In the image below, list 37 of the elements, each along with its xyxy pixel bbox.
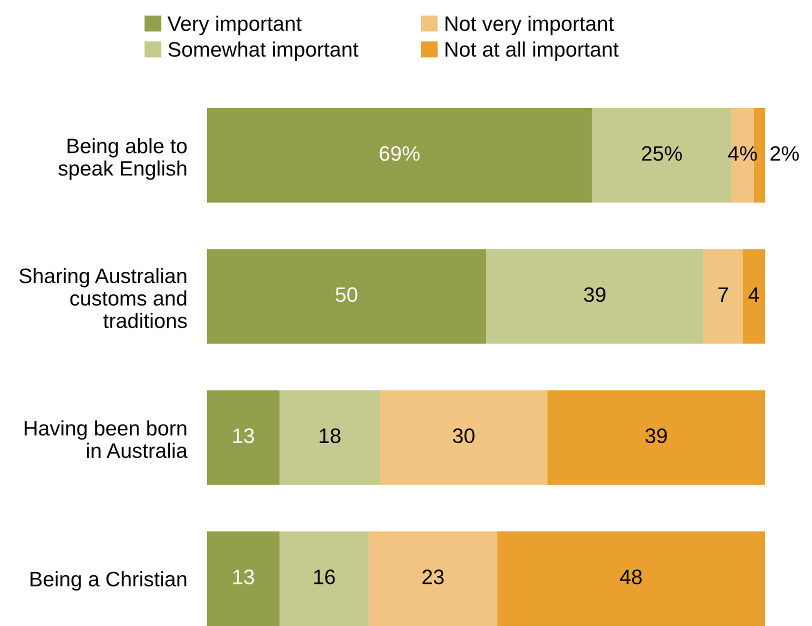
bar (497, 531, 765, 626)
data-label: 13 (233, 570, 254, 584)
data-label: 50 (336, 287, 358, 302)
y-tick-label: Sharing Australian customs and traditions (19, 268, 187, 328)
bar (742, 249, 765, 344)
data-label: 18 (320, 428, 340, 444)
bar (486, 249, 704, 344)
y-tick-label: Being able to speak English (58, 138, 187, 180)
legend-label: Not at all important (446, 42, 619, 61)
bar (280, 531, 369, 626)
data-label: 16 (314, 570, 335, 584)
bar (704, 249, 743, 344)
data-label: 2% (770, 146, 799, 161)
data-label: 13 (233, 428, 254, 444)
bar (207, 249, 486, 344)
data-label: 39 (584, 287, 606, 302)
y-tick-label: Being a Christian (30, 571, 186, 591)
bar (280, 390, 380, 485)
y-tick-label: Having been born in Australia (24, 420, 188, 458)
legend-label: Very important (168, 16, 302, 36)
data-label: 48 (620, 570, 642, 584)
bar (207, 108, 592, 203)
bar (368, 531, 498, 626)
data-label: 69% (380, 146, 420, 161)
legend-label: Somewhat important (168, 42, 358, 61)
data-label: 4 (748, 287, 760, 302)
bar (380, 390, 548, 485)
data-label: 30 (452, 428, 474, 444)
data-label: 39 (645, 428, 667, 444)
bar (207, 390, 280, 485)
data-label: 25% (642, 146, 682, 161)
data-label: 4% (728, 146, 757, 161)
data-label: 23 (422, 570, 444, 584)
data-label: 7 (718, 287, 728, 302)
legend-label: Not very important (446, 16, 614, 36)
bar (207, 531, 280, 626)
bar (547, 390, 765, 485)
